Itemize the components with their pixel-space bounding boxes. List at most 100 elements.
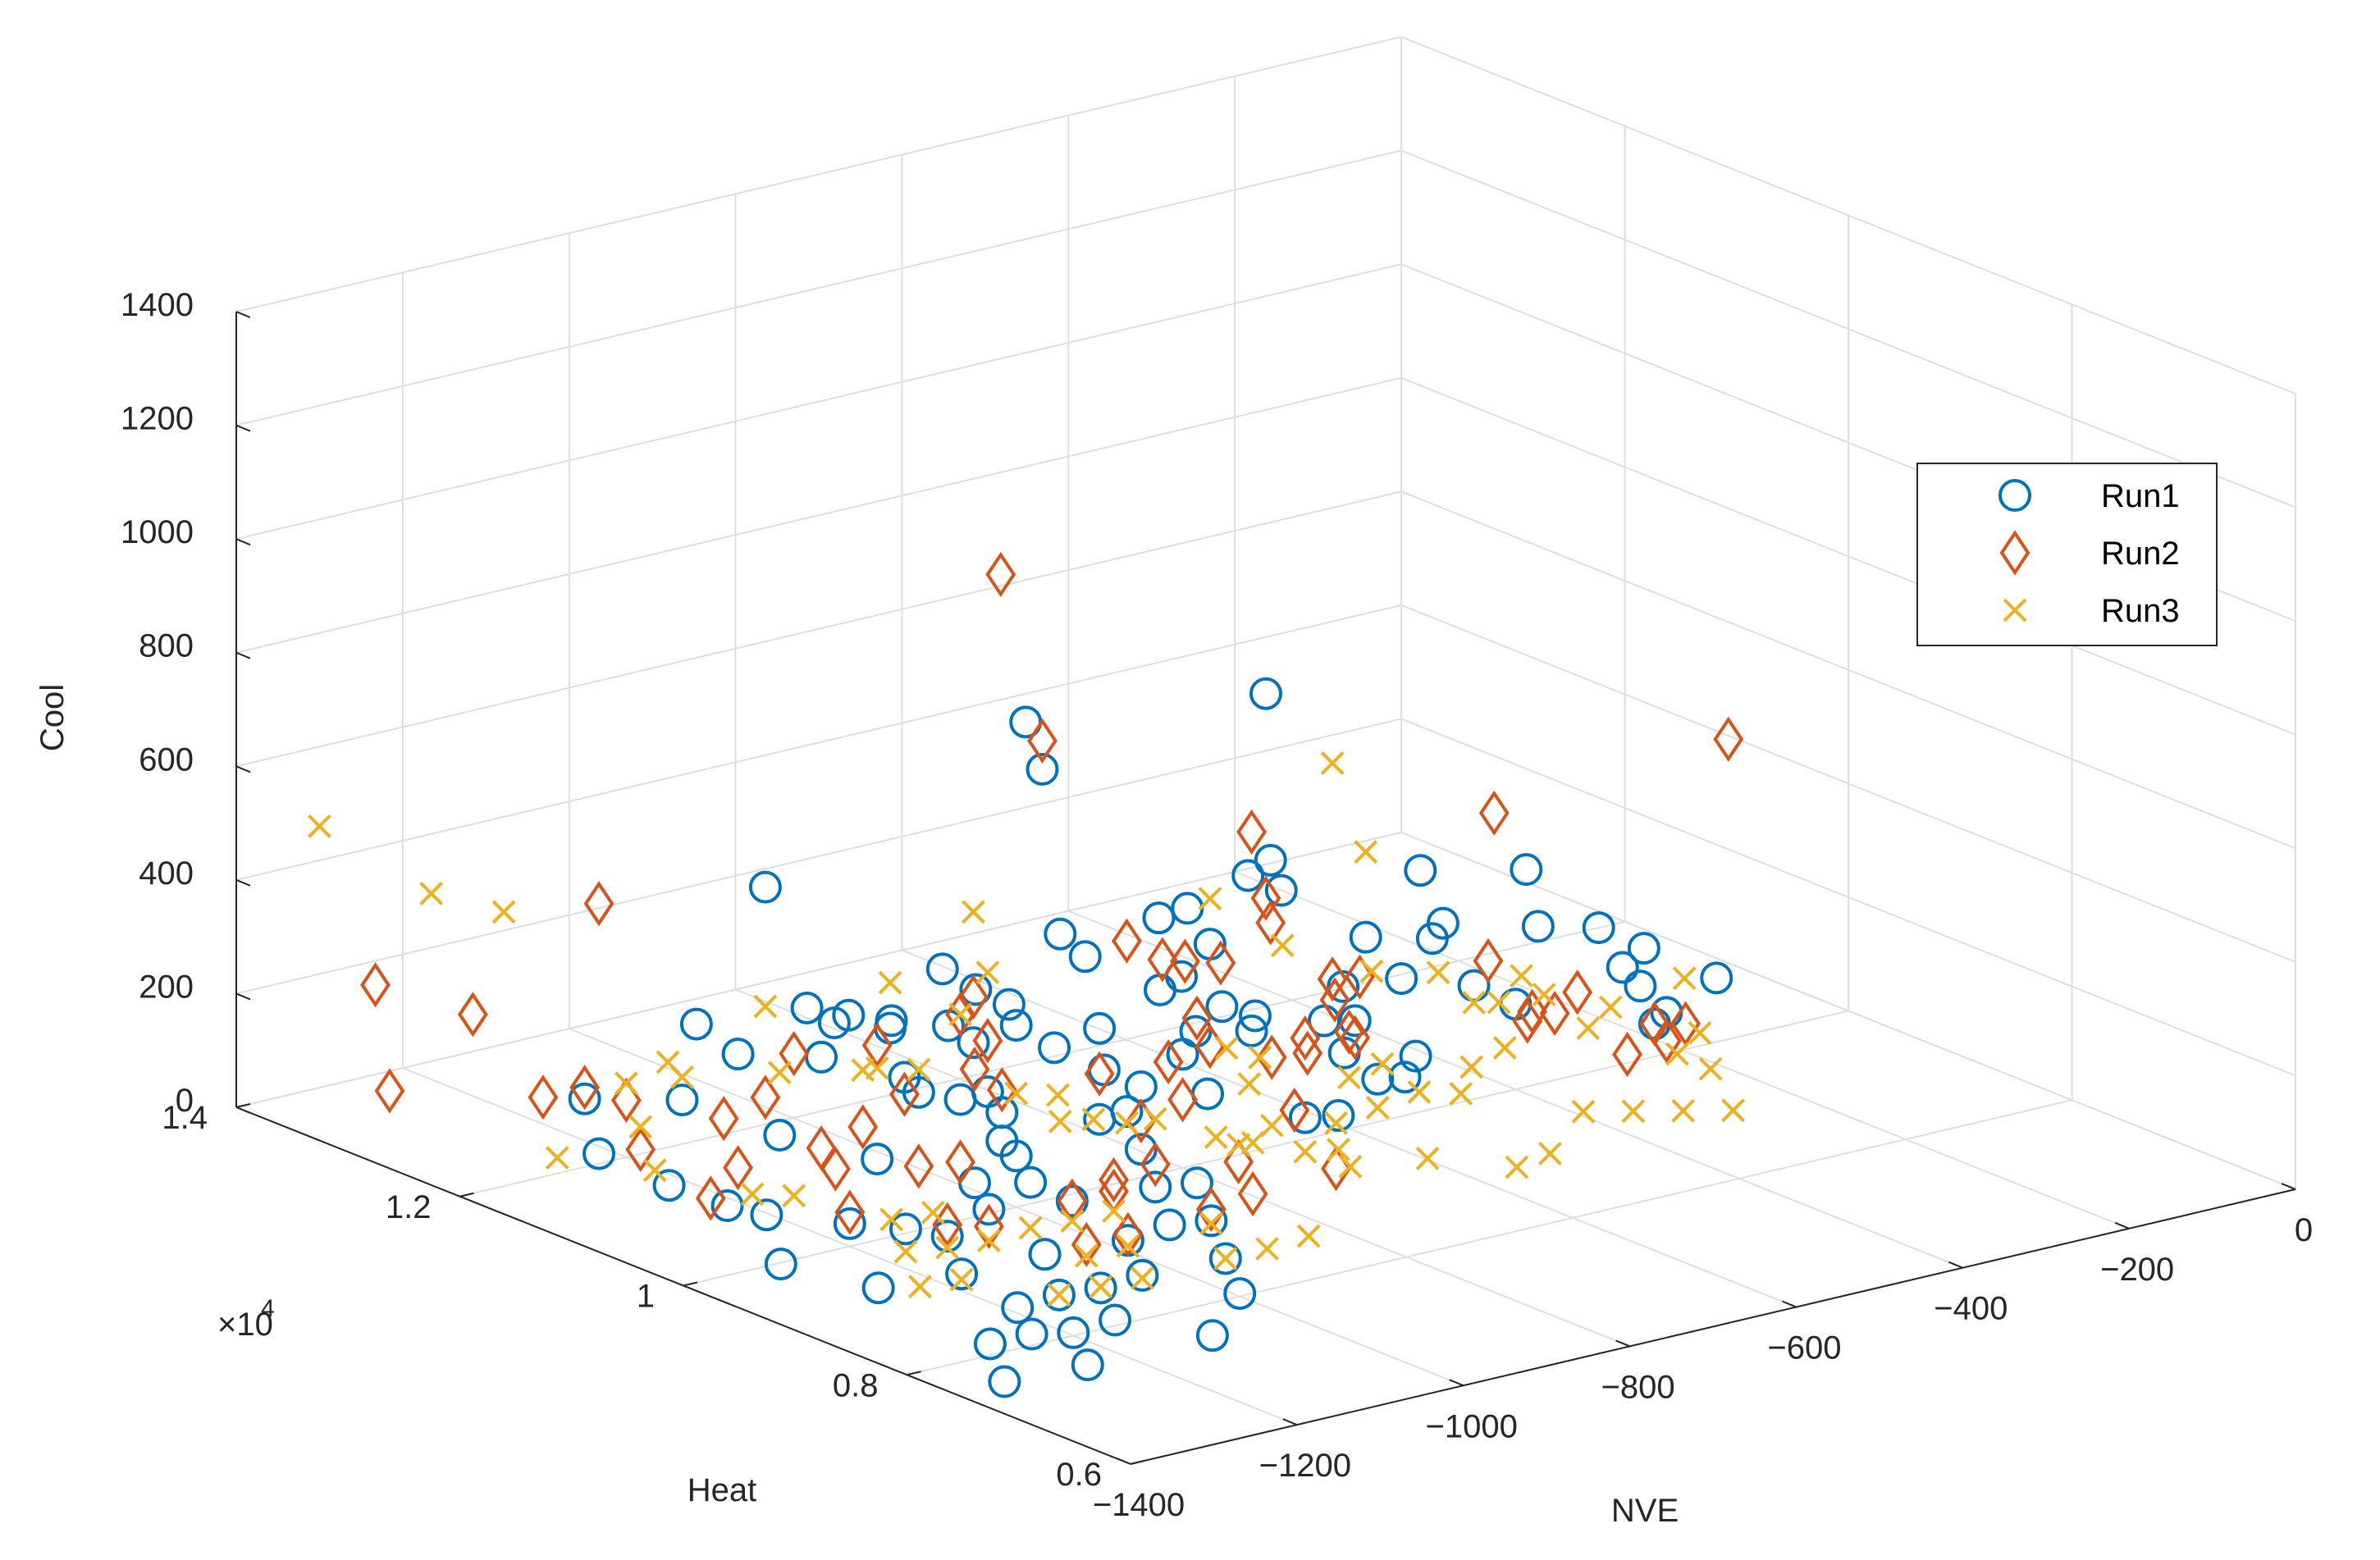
y-axis-tick bbox=[683, 1281, 698, 1287]
run1-point bbox=[665, 1083, 699, 1117]
run1-point bbox=[1624, 969, 1657, 1003]
run3-point bbox=[1449, 1082, 1473, 1106]
run1-point bbox=[1327, 969, 1360, 1003]
x-axis-tick bbox=[1282, 1418, 1298, 1426]
grid-line-back-wall-z bbox=[235, 718, 1402, 995]
grid-line-floor-y bbox=[907, 1099, 2072, 1376]
run3-point bbox=[879, 1207, 903, 1232]
run3-point bbox=[1089, 1275, 1113, 1299]
run1-point bbox=[1071, 1348, 1104, 1382]
x-tick-label: 0 bbox=[2295, 1212, 2313, 1248]
run2-point bbox=[1099, 1156, 1129, 1203]
run3-point bbox=[1370, 1051, 1395, 1076]
run3-point bbox=[976, 1229, 1001, 1252]
legend-label-run1: Run1 bbox=[2101, 478, 2180, 514]
run1-point bbox=[930, 1220, 964, 1253]
run3-point bbox=[1270, 933, 1295, 958]
z-axis-tick bbox=[235, 992, 251, 1001]
run2-point bbox=[1317, 956, 1348, 1002]
run2-point bbox=[1167, 1077, 1198, 1123]
run3-point bbox=[308, 814, 331, 838]
x-tick-label: −1000 bbox=[1426, 1408, 1518, 1444]
run2-point bbox=[1153, 1039, 1184, 1085]
run1-point bbox=[1249, 677, 1282, 710]
run1-point bbox=[1208, 1242, 1242, 1275]
run1-point bbox=[1606, 951, 1639, 984]
run1-point bbox=[1195, 1319, 1229, 1352]
run1-point bbox=[943, 1083, 977, 1116]
run2-point bbox=[695, 1175, 726, 1221]
run2-point bbox=[861, 1022, 893, 1069]
run3-point bbox=[1198, 887, 1222, 911]
run1-point bbox=[1191, 1077, 1224, 1111]
run1-point bbox=[999, 1009, 1033, 1042]
y-axis-label: Heat bbox=[688, 1472, 757, 1508]
grid-line-back-wall-z bbox=[235, 832, 1402, 1108]
y-axis-multiplier-exponent: 4 bbox=[261, 1295, 275, 1322]
legend-marker-run3 bbox=[2003, 598, 2027, 623]
run3-point bbox=[1214, 1036, 1239, 1061]
run1-point bbox=[1223, 1277, 1257, 1311]
run2-point bbox=[1612, 1031, 1642, 1078]
run2-point bbox=[986, 1067, 1017, 1113]
legend-entries: Run1 Run2 Run3 bbox=[1999, 478, 2180, 629]
run2-point bbox=[974, 1203, 1004, 1249]
run3-point bbox=[767, 1061, 792, 1085]
y-tick-label: 1.2 bbox=[386, 1189, 432, 1225]
run2-point bbox=[360, 962, 391, 1008]
run3-point bbox=[1004, 1081, 1029, 1106]
series-run1 bbox=[568, 677, 1734, 1398]
run2-point bbox=[820, 1146, 851, 1192]
run2-point bbox=[708, 1096, 739, 1142]
grid-line-back-wall-z bbox=[235, 604, 1402, 881]
run3-point bbox=[1240, 1130, 1265, 1155]
run3-point bbox=[975, 960, 1000, 985]
grid-line-side-wall-z bbox=[1400, 832, 2296, 1190]
grid-line-floor-y bbox=[683, 1010, 1849, 1287]
run1-point bbox=[1153, 1208, 1186, 1242]
run2-point bbox=[374, 1068, 405, 1114]
run3-point bbox=[1665, 1042, 1689, 1066]
x-tick-label: −1400 bbox=[1093, 1487, 1185, 1523]
run1-point bbox=[750, 1198, 783, 1232]
run2-point bbox=[1112, 918, 1142, 964]
run2-point bbox=[1071, 1221, 1102, 1267]
run3-point bbox=[1487, 990, 1511, 1015]
run3-point bbox=[1407, 1080, 1432, 1104]
run2-point bbox=[1027, 718, 1058, 764]
run3-point bbox=[1326, 1138, 1350, 1162]
run1-point bbox=[1205, 990, 1239, 1024]
x-axis-tick bbox=[1782, 1300, 1797, 1308]
run3-point bbox=[851, 1058, 875, 1083]
run2-point bbox=[1473, 937, 1504, 984]
run1-point bbox=[1338, 1004, 1372, 1038]
series-run2 bbox=[360, 551, 1744, 1267]
grid-line-back-wall-z bbox=[235, 376, 1402, 654]
run1-point bbox=[959, 973, 993, 1006]
run2-point bbox=[1651, 1018, 1682, 1064]
y-tick-label: 0.8 bbox=[833, 1367, 879, 1403]
y-tick-label: 1 bbox=[637, 1279, 655, 1315]
run2-point bbox=[945, 1139, 975, 1185]
x-tick-label: −600 bbox=[1767, 1330, 1841, 1366]
z-tick-label: 400 bbox=[139, 855, 194, 892]
run1-point bbox=[1399, 1039, 1432, 1073]
run1-point bbox=[652, 1169, 686, 1202]
run3-point bbox=[491, 900, 516, 924]
grid-line-side-wall-z bbox=[1400, 604, 2296, 963]
run3-point bbox=[1621, 1099, 1646, 1124]
run3-point bbox=[628, 1115, 653, 1139]
run3-point bbox=[656, 1050, 680, 1074]
z-axis-tick bbox=[235, 538, 251, 546]
run3-point bbox=[1537, 1142, 1562, 1165]
run1-point bbox=[1404, 854, 1437, 887]
run2-point bbox=[1334, 1009, 1364, 1055]
legend-box bbox=[1916, 463, 2218, 646]
y-tick-label: 0.6 bbox=[1056, 1457, 1102, 1493]
run2-point bbox=[1236, 809, 1267, 855]
run2-point bbox=[1639, 1001, 1670, 1047]
x-axis-tick bbox=[1116, 1457, 1131, 1465]
run3-point bbox=[1571, 1099, 1596, 1124]
run2-point bbox=[1084, 1051, 1115, 1097]
